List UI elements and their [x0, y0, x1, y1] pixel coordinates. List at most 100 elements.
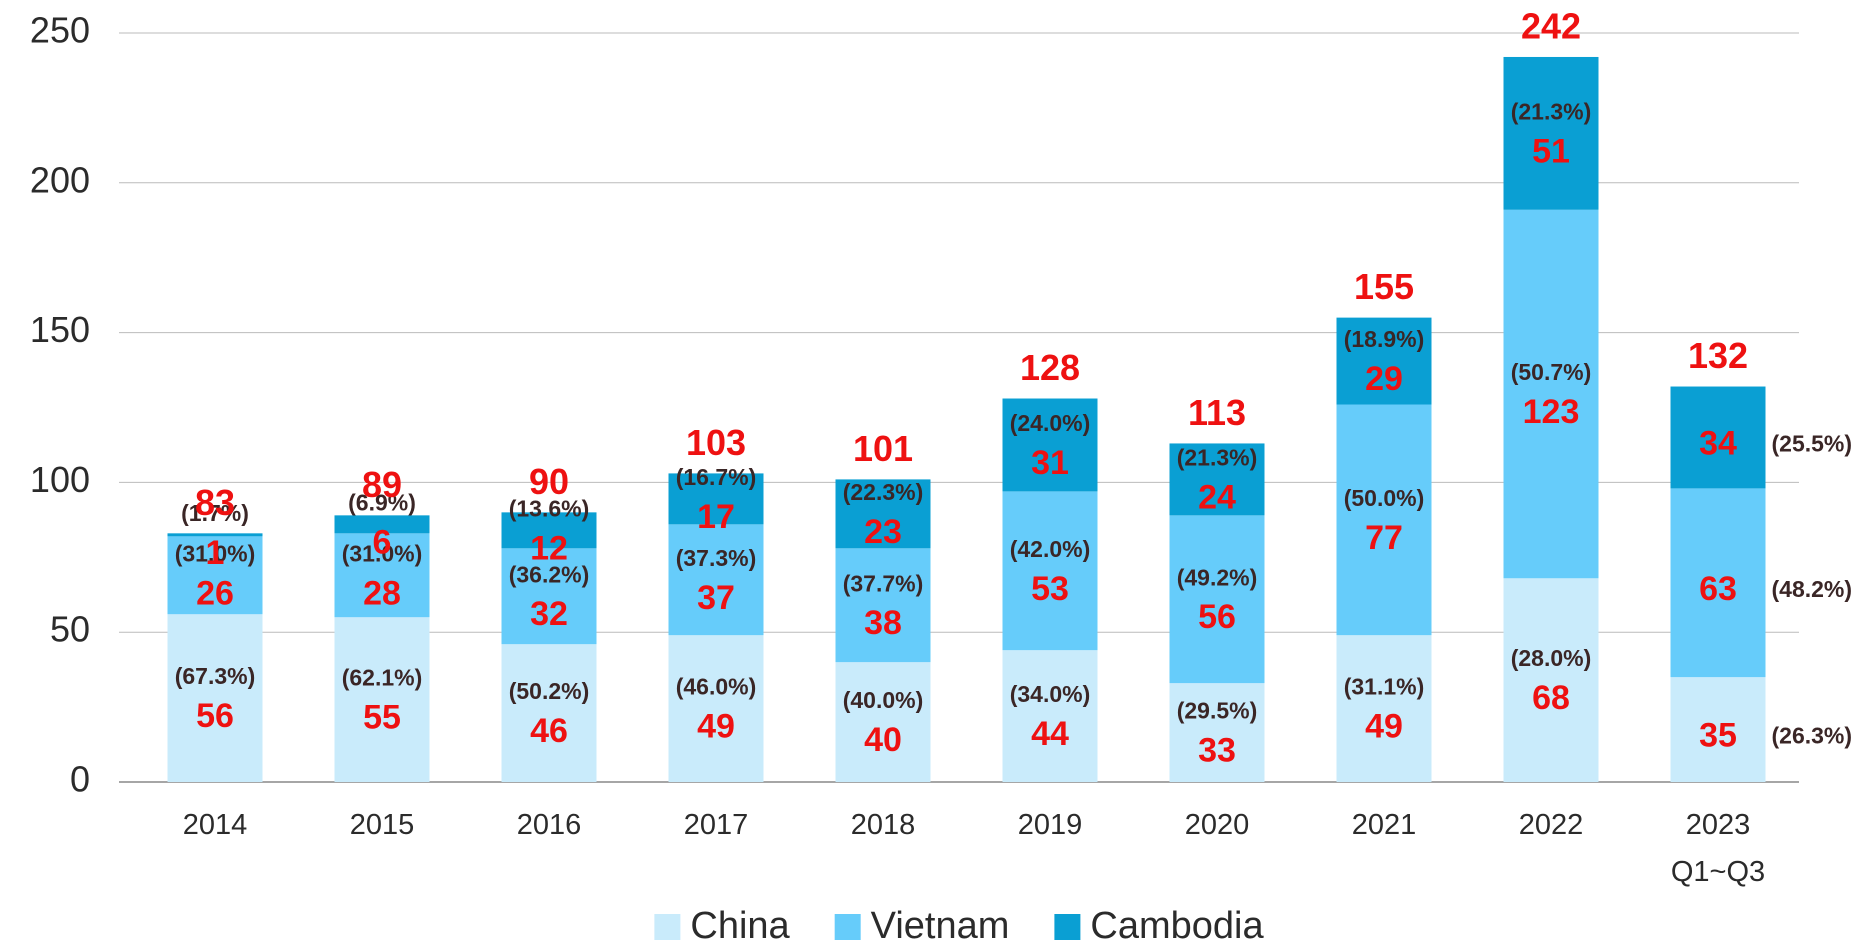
- value-label: 37: [697, 579, 735, 617]
- x-tick-label: 2015: [349, 809, 415, 841]
- value-label: 23: [864, 513, 902, 551]
- value-label: 28: [363, 574, 401, 612]
- value-label: 31: [1031, 444, 1069, 482]
- percent-label: (48.2%): [1772, 576, 1853, 602]
- x-tick-label: 2016: [516, 809, 582, 841]
- y-tick-label: 50: [50, 609, 90, 650]
- percent-label: (31.0%): [175, 540, 256, 566]
- percent-label: (37.7%): [843, 570, 924, 596]
- bar-segment: [501, 548, 597, 645]
- legend-swatch: [834, 914, 861, 940]
- percent-label: (37.3%): [676, 545, 757, 571]
- x-tick-label: 2014: [182, 809, 248, 841]
- value-label: 33: [1198, 732, 1236, 770]
- percent-label: (50.7%): [1511, 359, 1592, 385]
- bar-segment: [1169, 515, 1265, 684]
- value-label: 68: [1532, 679, 1570, 717]
- percent-label: (25.5%): [1772, 431, 1853, 457]
- bar-segment: [668, 524, 764, 636]
- bar-segment: [668, 473, 764, 525]
- total-label: 113: [1188, 392, 1246, 433]
- value-label: 49: [697, 708, 735, 746]
- total-label: 242: [1521, 5, 1581, 46]
- x-tick-label: 2021: [1351, 809, 1417, 841]
- bar-segment: [334, 533, 430, 618]
- y-tick-label: 250: [30, 10, 90, 51]
- value-label: 63: [1699, 570, 1737, 608]
- total-label: 89: [362, 464, 402, 505]
- value-label: 32: [530, 595, 568, 633]
- percent-label: (50.2%): [509, 678, 590, 704]
- value-label: 12: [530, 529, 568, 567]
- value-label: 49: [1365, 708, 1403, 746]
- percent-label: (40.0%): [843, 687, 924, 713]
- bar-segment: [334, 515, 430, 534]
- bar-segment: [1336, 317, 1432, 405]
- value-label: 53: [1031, 570, 1069, 608]
- percent-label: (16.7%): [676, 464, 757, 490]
- total-label: 90: [529, 461, 569, 502]
- value-label: 17: [697, 498, 735, 536]
- bar-segment: [1336, 635, 1432, 782]
- bar-segment: [1002, 398, 1098, 492]
- x-tick-label: 2018: [850, 809, 916, 841]
- x-tick-label: 2022: [1518, 809, 1584, 841]
- bar-segment: [501, 512, 597, 549]
- bar-segment: [1670, 677, 1766, 782]
- bar-segment: [1503, 209, 1599, 579]
- bar-segment: [1002, 650, 1098, 782]
- percent-label: (18.9%): [1344, 326, 1425, 352]
- percent-label: (36.2%): [509, 561, 590, 587]
- legend-label: Cambodia: [1090, 905, 1264, 947]
- bar-segment: [668, 635, 764, 782]
- bar-segment: [167, 533, 263, 537]
- bar-segment: [501, 644, 597, 782]
- percent-label: (6.9%): [348, 489, 416, 515]
- x-tick-label: 2023 Q1~Q3: [1670, 809, 1766, 888]
- value-label: 77: [1365, 519, 1403, 557]
- bar-segment: [1169, 443, 1265, 516]
- bar-segment: [1503, 578, 1599, 782]
- percent-label: (1.7%): [181, 500, 249, 526]
- percent-label: (31.1%): [1344, 674, 1425, 700]
- percent-label: (21.3%): [1511, 98, 1592, 124]
- bar-segment: [1002, 491, 1098, 651]
- total-label: 132: [1688, 335, 1748, 376]
- bar-segment: [1336, 404, 1432, 636]
- bar-segment: [835, 479, 931, 549]
- percent-label: (67.3%): [175, 663, 256, 689]
- y-tick-label: 200: [30, 159, 90, 200]
- value-label: 51: [1532, 132, 1570, 170]
- percent-label: (21.3%): [1177, 444, 1258, 470]
- value-label: 1: [206, 534, 225, 572]
- value-label: 26: [196, 574, 234, 612]
- percent-label: (46.0%): [676, 674, 757, 700]
- percent-label: (34.0%): [1010, 681, 1091, 707]
- value-label: 123: [1523, 393, 1580, 431]
- value-label: 24: [1198, 478, 1236, 516]
- total-label: 128: [1020, 347, 1080, 388]
- percent-label: (26.3%): [1772, 723, 1853, 749]
- total-label: 83: [195, 482, 235, 523]
- y-tick-label: 0: [70, 759, 90, 800]
- bar-segment: [1503, 56, 1599, 210]
- x-tick-label: 2019: [1017, 809, 1083, 841]
- bar-segment: [334, 617, 430, 782]
- value-label: 6: [373, 523, 392, 561]
- value-label: 34: [1699, 424, 1737, 462]
- bar-segment: [167, 614, 263, 782]
- total-label: 101: [853, 428, 913, 469]
- percent-label: (24.0%): [1010, 410, 1091, 436]
- bar-segment: [167, 536, 263, 615]
- legend-swatch: [654, 914, 681, 940]
- value-label: 44: [1031, 715, 1069, 753]
- legend-label: Vietnam: [871, 905, 1010, 947]
- percent-label: (29.5%): [1177, 698, 1258, 724]
- bar-segment: [1169, 683, 1265, 782]
- x-tick-label: 2020: [1184, 809, 1250, 841]
- value-label: 55: [363, 699, 401, 737]
- value-label: 38: [864, 604, 902, 642]
- percent-label: (62.1%): [342, 665, 423, 691]
- value-label: 56: [196, 697, 234, 735]
